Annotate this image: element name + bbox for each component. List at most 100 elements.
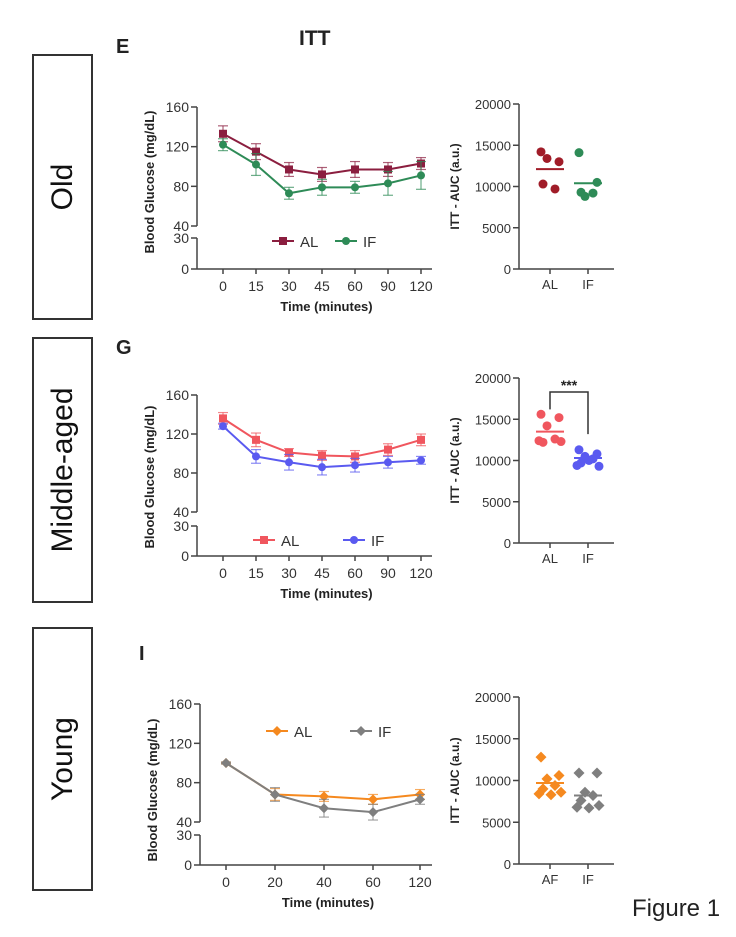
data-point xyxy=(545,789,557,801)
data-point xyxy=(554,157,564,167)
data-point xyxy=(535,751,547,763)
legend-label: IF xyxy=(363,234,376,251)
x-tick-label: 30 xyxy=(281,565,297,581)
data-point xyxy=(583,802,595,814)
data-point xyxy=(572,460,582,470)
data-point xyxy=(285,448,293,457)
data-point xyxy=(368,807,378,818)
data-point xyxy=(318,451,326,460)
y-tick-label: 5000 xyxy=(482,221,511,236)
y-tick-label: 5000 xyxy=(482,815,511,830)
x-tick-label: 15 xyxy=(248,565,264,581)
legend-item-al: AL xyxy=(253,533,299,550)
y-axis-label: ITT - AUC (a.u.) xyxy=(448,737,462,823)
data-point xyxy=(573,767,585,779)
group-box-middle-aged: Middle-aged xyxy=(32,337,93,603)
x-tick-label: 40 xyxy=(316,874,332,890)
data-point xyxy=(221,758,231,768)
data-point xyxy=(270,789,280,800)
x-axis-label: Time (minutes) xyxy=(280,586,372,601)
data-point xyxy=(342,237,350,245)
y-tick-label: 120 xyxy=(166,139,190,155)
y-tick-label: 10000 xyxy=(475,774,511,789)
data-point xyxy=(219,414,227,423)
x-tick-label: 120 xyxy=(408,874,432,890)
y-tick-label: 0 xyxy=(504,536,511,551)
y-axis-label: Blood Glucose (mg/dL) xyxy=(142,111,157,254)
x-tick-label: 120 xyxy=(409,278,433,294)
x-axis-label: Time (minutes) xyxy=(280,299,372,314)
panel-letter: G xyxy=(116,337,132,359)
data-point xyxy=(252,452,260,461)
data-point xyxy=(351,183,359,192)
data-point xyxy=(417,456,425,465)
series-al xyxy=(218,411,426,463)
x-axis-label: Time (minutes) xyxy=(282,895,374,910)
x-tick-label: 45 xyxy=(314,565,330,581)
x-tick-label: 90 xyxy=(380,278,396,294)
y-tick-label: 160 xyxy=(166,387,190,403)
data-point xyxy=(534,436,544,446)
y-tick-label: 5000 xyxy=(482,495,511,510)
data-point xyxy=(384,165,392,174)
data-point xyxy=(536,409,546,419)
legend-label: IF xyxy=(378,724,391,741)
series-al xyxy=(221,758,425,805)
x-tick-label: AL xyxy=(542,277,558,292)
x-tick-label: 30 xyxy=(281,278,297,294)
data-point xyxy=(576,187,586,197)
data-point xyxy=(541,773,553,785)
significance-bracket xyxy=(549,391,589,435)
data-point xyxy=(415,794,425,805)
legend-item-al: AL xyxy=(272,234,318,251)
data-point xyxy=(591,767,603,779)
y-tick-label: 10000 xyxy=(475,180,511,195)
data-point xyxy=(384,445,392,454)
data-point xyxy=(368,794,378,805)
y-tick-label: 0 xyxy=(504,262,511,277)
legend-label: AL xyxy=(294,724,312,741)
data-point xyxy=(279,237,287,245)
data-point xyxy=(384,179,392,188)
data-point xyxy=(556,437,566,447)
y-tick-label: 15000 xyxy=(475,732,511,747)
data-point xyxy=(384,458,392,467)
x-tick-label: IF xyxy=(582,277,594,292)
data-point xyxy=(553,769,565,781)
data-point xyxy=(351,452,359,461)
data-point xyxy=(538,179,548,189)
data-point xyxy=(542,421,552,431)
x-tick-label: 15 xyxy=(248,278,264,294)
y-tick-label: 0 xyxy=(181,548,189,564)
series-if xyxy=(221,758,425,821)
data-point xyxy=(574,445,584,455)
legend-item-if: IF xyxy=(350,724,391,741)
auc-chart-middle-aged: 0 5000 10000 15000 20000 ITT - AUC (a.u.) AL IF… xyxy=(448,371,614,566)
data-point xyxy=(554,413,564,423)
y-tick-label: 20000 xyxy=(475,97,511,112)
data-point xyxy=(285,189,293,198)
y-axis-label: ITT - AUC (a.u.) xyxy=(448,143,462,229)
group-if xyxy=(571,767,605,814)
legend-item-if: IF xyxy=(335,234,376,251)
group-if xyxy=(574,148,602,201)
data-point xyxy=(550,184,560,194)
x-tick-label: 20 xyxy=(267,874,283,890)
y-tick-label: 0 xyxy=(181,261,189,277)
series-if xyxy=(218,422,426,476)
data-point xyxy=(542,153,552,163)
data-point xyxy=(351,461,359,470)
data-point xyxy=(285,165,293,174)
data-point xyxy=(588,188,598,198)
group-al xyxy=(536,147,564,194)
y-tick-label: 120 xyxy=(166,426,190,442)
y-tick-label: 160 xyxy=(169,696,193,712)
y-tick-label: 80 xyxy=(173,178,189,194)
x-tick-label: 90 xyxy=(380,565,396,581)
y-tick-label: 80 xyxy=(176,775,192,791)
data-point xyxy=(285,458,293,467)
data-point xyxy=(417,435,425,444)
group-af xyxy=(533,751,567,801)
data-point xyxy=(574,148,584,158)
